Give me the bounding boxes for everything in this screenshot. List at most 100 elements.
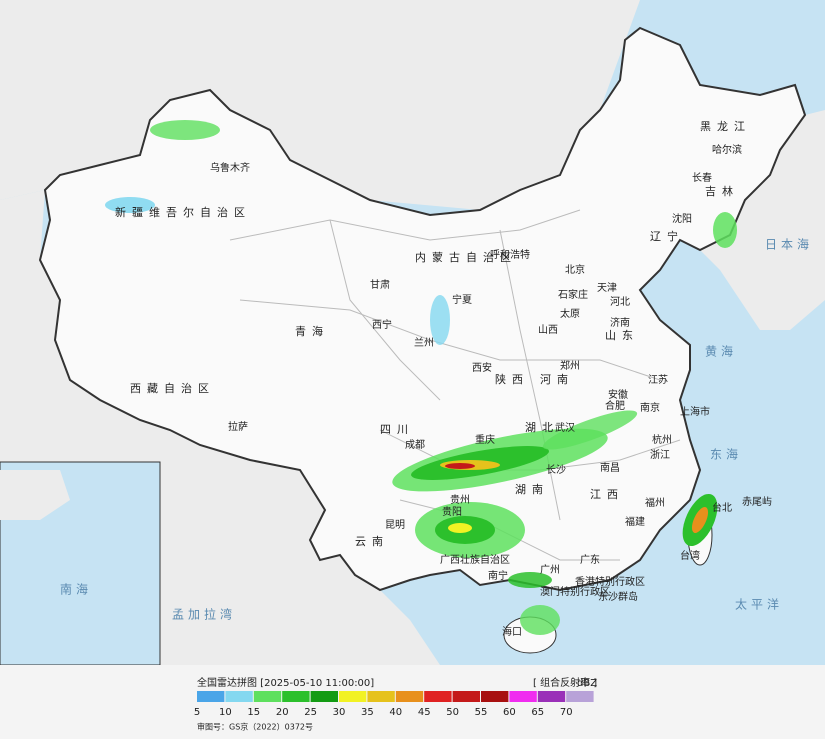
place-label: 南昌 (600, 461, 620, 474)
legend-swatch (225, 691, 253, 702)
place-label: 西宁 (372, 318, 392, 331)
place-label: 石家庄 (558, 288, 588, 301)
legend-label: 65 (531, 707, 544, 718)
place-label: 湖南 (515, 483, 549, 496)
legend-label: 30 (333, 707, 346, 718)
legend-swatch (424, 691, 452, 702)
map-title: 全国雷达拼图 [2025-05-10 11:00:00] (197, 676, 374, 689)
legend-swatch (537, 691, 566, 702)
place-labels: 乌鲁木齐 新疆维吾尔自治区 西藏自治区 拉萨 青海 西宁 甘肃 兰州 内蒙古自治… (60, 120, 813, 638)
color-legend: 5 10 15 20 25 30 35 40 45 50 55 60 65 70 (194, 691, 594, 718)
legend-swatch (566, 691, 594, 702)
place-label: 天津 (597, 282, 617, 294)
place-label: 浙江 (650, 449, 670, 461)
place-label: 武汉 (555, 421, 575, 434)
place-label: 辽宁 (650, 229, 684, 243)
place-label: 合肥 (605, 399, 625, 412)
sea-label: 南海 (60, 582, 92, 597)
legend-swatch (367, 691, 395, 702)
place-label: 南京 (640, 401, 660, 414)
place-label: 黑龙江 (700, 120, 751, 133)
legend-label: 5 (194, 707, 200, 718)
place-label: 贵州 (450, 493, 470, 506)
place-label: 贵阳 (442, 505, 462, 518)
place-label: 陕西 (495, 372, 529, 386)
place-label: 香港特别行政区 (575, 575, 645, 588)
place-label: 广西壮族自治区 (440, 553, 510, 566)
sea-label: 东海 (710, 447, 742, 462)
place-label: 江西 (590, 488, 624, 501)
place-label: 宁夏 (452, 293, 472, 306)
place-label: 广州 (540, 564, 560, 576)
place-label: 河南 (540, 373, 574, 386)
place-label: 海口 (502, 625, 522, 638)
place-label: 青海 (295, 324, 329, 338)
place-label: 拉萨 (228, 420, 248, 433)
legend-swatch (253, 691, 282, 702)
place-label: 广东 (580, 553, 600, 566)
place-label: 沈阳 (672, 212, 692, 225)
legend-label: 60 (503, 707, 516, 718)
place-label: 福建 (625, 515, 645, 528)
legend-swatch (282, 691, 310, 702)
place-label: 四川 (380, 423, 414, 436)
place-label: 甘肃 (370, 278, 390, 291)
place-label: 吉林 (705, 184, 739, 198)
place-label: 昆明 (385, 519, 405, 531)
place-label: 兰州 (414, 336, 434, 349)
place-label: 东沙群岛 (598, 590, 638, 603)
legend-label: 40 (389, 707, 402, 718)
radar-echoes (105, 120, 737, 635)
legend-swatch (509, 691, 537, 702)
legend-label: 45 (418, 707, 431, 718)
legend-label: 25 (304, 707, 317, 718)
place-label: 南宁 (488, 569, 508, 582)
sea-label: 日本海 (765, 237, 813, 252)
approval-number: 审图号：GS京（2022）0372号 (197, 722, 313, 732)
china-land (38, 26, 807, 592)
place-label: 新疆维吾尔自治区 (115, 205, 251, 219)
legend-swatch (339, 691, 367, 702)
product-name: [ 组合反射率 ] (533, 676, 597, 689)
place-label: 哈尔滨 (712, 143, 742, 156)
sea-label: 太平洋 (735, 597, 783, 612)
place-label: 重庆 (475, 433, 495, 446)
legend-label: 70 (560, 707, 573, 718)
place-label: 山东 (605, 329, 639, 342)
place-label: 乌鲁木齐 (210, 161, 250, 174)
legend-swatch (197, 691, 225, 702)
place-label: 北京 (565, 263, 585, 276)
neighbor-land (0, 0, 640, 210)
place-label: 山西 (538, 324, 558, 336)
place-label: 杭州 (652, 433, 672, 446)
place-label: 长春 (692, 172, 712, 184)
place-label: 济南 (610, 316, 630, 329)
legend-label: 35 (361, 707, 374, 718)
legend-label: 55 (475, 707, 488, 718)
place-label: 云南 (355, 535, 389, 548)
legend-swatch (481, 691, 509, 702)
place-label: 河北 (610, 296, 630, 308)
legend-swatch (310, 691, 338, 702)
legend-label: 15 (247, 707, 260, 718)
place-label: 安徽 (608, 388, 628, 401)
place-label: 太原 (560, 307, 580, 320)
place-label: 澳门特别行政区 (540, 585, 610, 598)
place-label: 西藏自治区 (130, 381, 215, 395)
place-label: 湖北 (525, 421, 559, 434)
legend-label: 20 (276, 707, 289, 718)
legend-swatch (452, 691, 480, 702)
place-label: 呼和浩特 (490, 249, 530, 261)
legend-unit: dBZ (577, 678, 597, 689)
neighbor-land (700, 110, 825, 330)
inset-land (0, 470, 70, 520)
legend-label: 50 (446, 707, 459, 718)
place-label: 江苏 (648, 373, 668, 386)
place-label: 台北 (712, 501, 732, 514)
sea-label: 黄海 (705, 344, 737, 359)
place-label: 台湾 (680, 549, 700, 562)
place-label: 郑州 (560, 359, 580, 372)
place-label: 西安 (472, 361, 492, 374)
sea-label: 孟加拉湾 (172, 607, 236, 622)
